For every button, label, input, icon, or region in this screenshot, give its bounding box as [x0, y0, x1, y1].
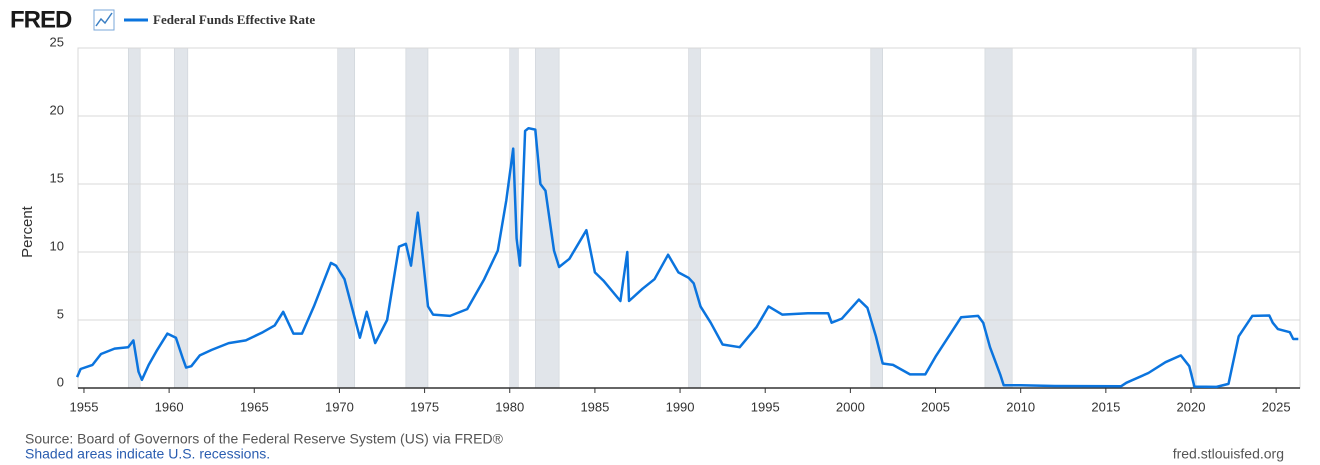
y-tick-label: 25	[50, 34, 64, 49]
x-tick-label: 1970	[325, 399, 354, 414]
x-tick-label: 2015	[1091, 399, 1120, 414]
x-tick-label: 1980	[495, 399, 524, 414]
recession	[984, 47, 1013, 389]
x-tick-label: 1960	[155, 399, 184, 414]
logo: FRED	[10, 6, 72, 33]
note[interactable]: Shaded areas indicate U.S. recessions.	[25, 446, 270, 462]
logo-icon	[93, 9, 115, 31]
recession	[1192, 47, 1197, 389]
x-tick-label: 1995	[751, 399, 780, 414]
x-tick-label: 1965	[240, 399, 269, 414]
legend-label: Federal Funds Effective Rate	[153, 12, 315, 27]
x-tick-label: 1975	[410, 399, 439, 414]
x-tick-label: 2020	[1177, 399, 1206, 414]
y-tick-label: 10	[50, 238, 64, 253]
url[interactable]: fred.stlouisfed.org	[1173, 446, 1284, 462]
y-tick-label: 5	[57, 306, 64, 321]
source: Source: Board of Governors of the Federa…	[25, 431, 504, 447]
x-tick-label: 2025	[1262, 399, 1291, 414]
y-axis-label: Percent	[19, 205, 36, 258]
x-tick-label: 1955	[70, 399, 99, 414]
series-line	[75, 126, 1299, 389]
recession	[688, 47, 701, 389]
x-tick-label: 1985	[580, 399, 609, 414]
x-tick-label: 1990	[666, 399, 695, 414]
recession	[127, 47, 141, 389]
x-tick-label: 2010	[1006, 399, 1035, 414]
x-tick-label: 2005	[921, 399, 950, 414]
recession	[535, 47, 560, 389]
x-tick-label: 2000	[836, 399, 865, 414]
y-tick-label: 15	[50, 170, 64, 185]
y-tick-label: 0	[57, 374, 64, 389]
recession	[337, 47, 356, 389]
y-tick-label: 20	[50, 102, 64, 117]
